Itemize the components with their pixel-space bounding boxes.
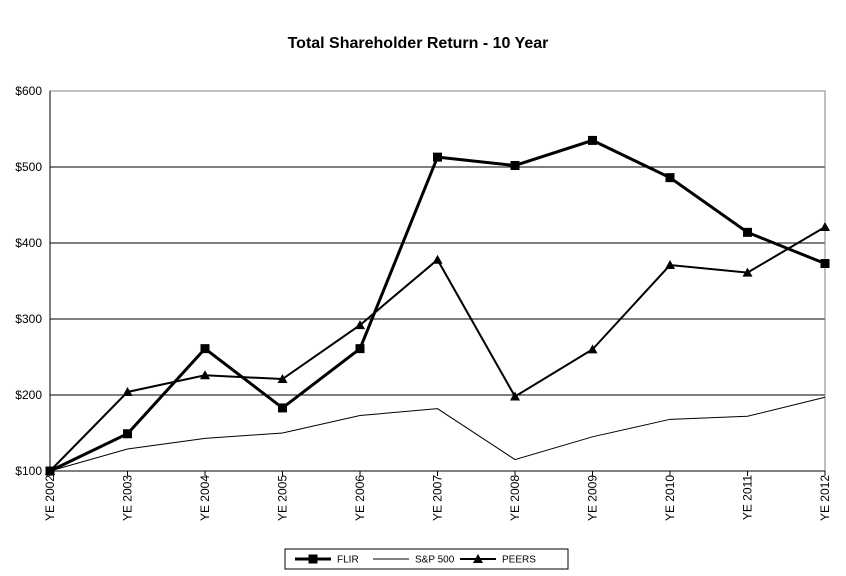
legend-item: S&P 500 [373,555,455,566]
y-tick-label: $300 [15,312,42,326]
legend-label: FLIR [337,555,359,566]
x-tick-label: YE 2005 [276,475,290,521]
legend-box [284,548,569,570]
data-point-square [45,466,55,476]
y-tick-label: $600 [15,84,42,98]
data-point-square [588,135,597,145]
y-tick-label: $500 [15,160,42,174]
data-point-triangle [473,554,483,563]
legend-item: PEERS [460,554,536,566]
data-point-triangle [665,260,675,270]
legend-label: S&P 500 [415,555,455,566]
x-tick-label: YE 2002 [43,475,57,521]
series-line [49,138,826,473]
data-point-triangle [122,386,133,396]
data-point-triangle [277,374,288,384]
series-flir [45,135,830,476]
y-tick-label: $400 [15,236,42,250]
x-tick-label: YE 2009 [586,475,600,521]
data-point-triangle [200,370,210,380]
gridlines [50,166,825,396]
data-point-triangle [355,320,365,330]
series-s-p-500 [49,396,826,472]
series-lines [45,135,830,476]
legend-item: FLIR [295,554,359,566]
x-tick-label: YE 2007 [431,475,445,521]
legend: FLIR S&P 500 PEERS [284,548,569,570]
series-line [49,396,826,472]
series-peers [45,222,830,475]
data-point-square [510,160,520,170]
data-point-square [743,227,752,237]
data-point-triangle [432,254,443,264]
plot-area [49,90,826,472]
data-point-triangle [742,267,753,277]
data-point-square [200,344,210,354]
y-tick-label: $200 [15,388,42,402]
data-point-square [665,173,675,183]
x-tick-label: YE 2012 [818,475,832,521]
data-point-square [123,429,132,439]
data-point-square [355,344,365,354]
data-point-square [308,554,318,564]
x-tick-label: YE 2011 [741,475,755,520]
x-tick-label: YE 2006 [353,475,367,521]
axes: $100 $200 $300 $400 $500 $600 YE 2002 YE 2003 YE… [15,84,832,521]
chart-title: Total Shareholder Return - 10 Year [288,35,549,52]
x-tick-label: YE 2008 [508,475,522,521]
legend-label: PEERS [502,555,536,566]
x-tick-label: YE 2010 [663,475,677,521]
data-point-triangle [587,344,598,354]
y-tick-label: $100 [15,464,42,478]
x-tick-label: YE 2004 [198,475,212,521]
data-point-square [820,259,830,269]
data-point-square [278,403,287,413]
x-tick-label: YE 2003 [121,475,135,521]
data-point-triangle [820,222,830,232]
data-point-triangle [510,391,520,401]
data-point-square [433,152,442,162]
